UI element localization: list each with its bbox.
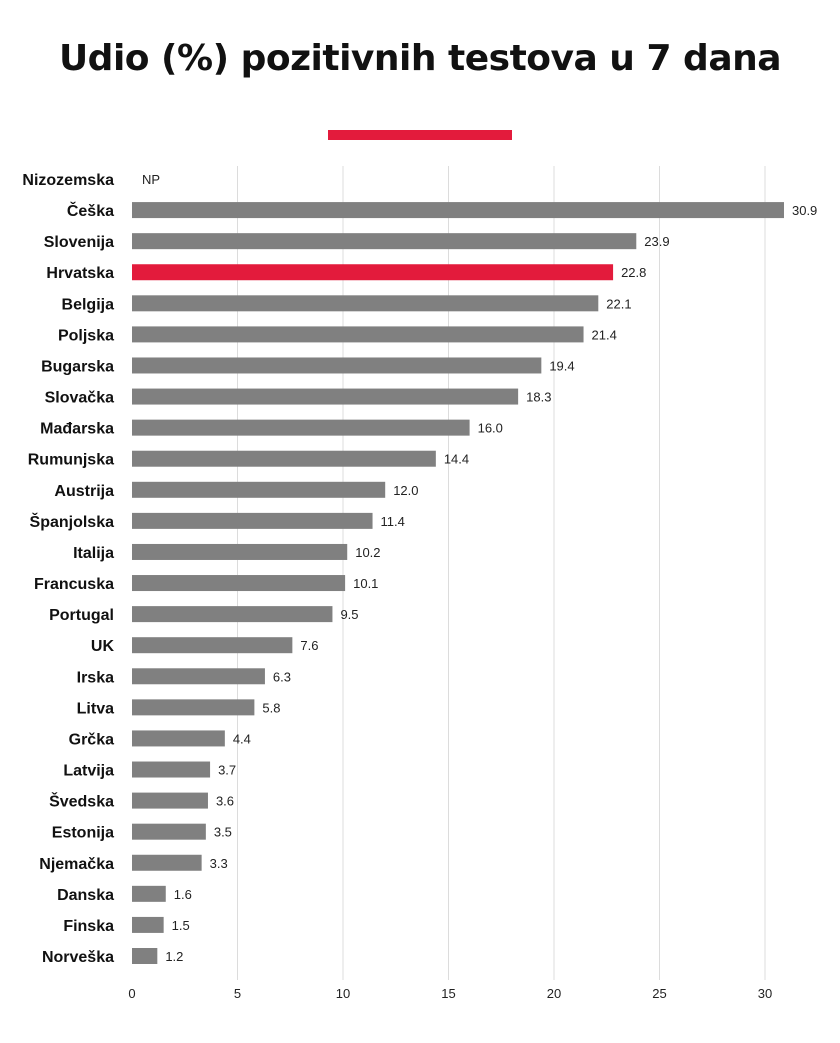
bar bbox=[132, 482, 385, 498]
category-label: Norveška bbox=[42, 949, 114, 966]
x-tick-label: 0 bbox=[128, 986, 135, 1001]
value-label: 3.7 bbox=[218, 763, 236, 778]
bar bbox=[132, 948, 157, 964]
x-tick-label: 10 bbox=[336, 986, 350, 1001]
value-label: 3.3 bbox=[210, 856, 228, 871]
category-label: Austrija bbox=[54, 483, 114, 500]
value-label: 12.0 bbox=[393, 483, 418, 498]
category-label: Češka bbox=[67, 201, 114, 220]
category-label: Francuska bbox=[34, 576, 114, 593]
bar bbox=[132, 357, 541, 373]
value-label: 30.9 bbox=[792, 203, 817, 218]
category-label: Španjolska bbox=[30, 512, 115, 531]
category-label: Italija bbox=[73, 545, 114, 562]
category-label: Estonija bbox=[52, 825, 114, 842]
value-label: 23.9 bbox=[644, 234, 669, 249]
bar bbox=[132, 513, 373, 529]
category-label: Nizozemska bbox=[22, 172, 114, 189]
category-label: Finska bbox=[63, 918, 114, 935]
category-label: Grčka bbox=[69, 731, 114, 748]
category-label: Danska bbox=[57, 887, 114, 904]
bar bbox=[132, 420, 470, 436]
category-label: Irska bbox=[77, 669, 114, 686]
category-label: Slovačka bbox=[45, 390, 114, 407]
bar bbox=[132, 917, 164, 933]
value-label: 10.2 bbox=[355, 545, 380, 560]
bar bbox=[132, 451, 436, 467]
value-label: 22.8 bbox=[621, 265, 646, 280]
x-tick-label: 20 bbox=[547, 986, 561, 1001]
value-label: 1.6 bbox=[174, 887, 192, 902]
bar bbox=[132, 544, 347, 560]
bar bbox=[132, 762, 210, 778]
bar bbox=[132, 793, 208, 809]
category-label: Latvija bbox=[63, 763, 114, 780]
bar-chart: 0 5 10 15 20 25 30 Nizozemska NP Češka 30.9 Sloveni… bbox=[0, 0, 840, 1043]
bar bbox=[132, 295, 598, 311]
category-label: Mađarska bbox=[40, 421, 114, 438]
value-label: 10.1 bbox=[353, 576, 378, 591]
category-label: Slovenija bbox=[44, 234, 114, 251]
bar bbox=[132, 699, 254, 715]
category-label: Švedska bbox=[49, 792, 114, 811]
bar bbox=[132, 668, 265, 684]
bar bbox=[132, 326, 584, 342]
value-label: 9.5 bbox=[340, 607, 358, 622]
category-label: Njemačka bbox=[39, 856, 114, 873]
bar bbox=[132, 886, 166, 902]
category-label: Hrvatska bbox=[46, 265, 114, 282]
x-tick-label: 5 bbox=[234, 986, 241, 1001]
value-label: 14.4 bbox=[444, 452, 469, 467]
bar bbox=[132, 855, 202, 871]
value-label: 16.0 bbox=[478, 421, 503, 436]
value-label: NP bbox=[142, 172, 160, 187]
x-tick-label: 25 bbox=[652, 986, 666, 1001]
value-label: 1.5 bbox=[172, 918, 190, 933]
value-label: 3.5 bbox=[214, 825, 232, 840]
bar bbox=[132, 233, 636, 249]
value-label: 6.3 bbox=[273, 669, 291, 684]
x-tick-label: 15 bbox=[441, 986, 455, 1001]
gridlines bbox=[238, 166, 766, 980]
category-label: Portugal bbox=[49, 607, 114, 624]
value-label: 22.1 bbox=[606, 296, 631, 311]
value-label: 18.3 bbox=[526, 390, 551, 405]
x-axis-ticks: 0 5 10 15 20 25 30 bbox=[128, 986, 772, 1001]
bar bbox=[132, 606, 332, 622]
value-label: 3.6 bbox=[216, 794, 234, 809]
value-label: 11.4 bbox=[381, 514, 405, 529]
value-label: 7.6 bbox=[300, 638, 318, 653]
category-label: Belgija bbox=[62, 296, 115, 313]
bar bbox=[132, 730, 225, 746]
value-label: 19.4 bbox=[549, 358, 574, 373]
bar bbox=[132, 637, 292, 653]
value-label: 1.2 bbox=[165, 949, 183, 964]
x-tick-label: 30 bbox=[758, 986, 772, 1001]
value-label: 4.4 bbox=[233, 731, 251, 746]
category-label: Bugarska bbox=[41, 358, 114, 375]
bar bbox=[132, 202, 784, 218]
bar bbox=[132, 575, 345, 591]
value-label: 5.8 bbox=[262, 700, 280, 715]
value-label: 21.4 bbox=[592, 327, 617, 342]
category-label: Litva bbox=[77, 700, 114, 717]
category-label: Rumunjska bbox=[28, 452, 114, 469]
bars: Nizozemska NP Češka 30.9 Slovenija 23.9 Hrvats… bbox=[22, 172, 817, 966]
bar bbox=[132, 824, 206, 840]
bar bbox=[132, 389, 518, 405]
category-label: UK bbox=[91, 638, 115, 655]
category-label: Poljska bbox=[58, 327, 114, 344]
bar bbox=[132, 264, 613, 280]
